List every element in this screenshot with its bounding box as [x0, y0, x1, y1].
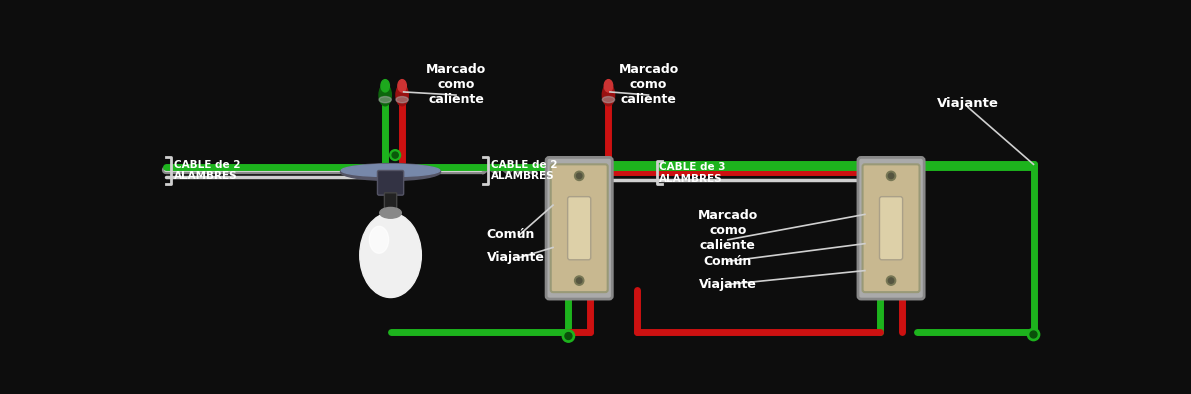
Text: CABLE de 2
ALAMBRES: CABLE de 2 ALAMBRES	[174, 160, 241, 181]
Ellipse shape	[395, 97, 409, 103]
Ellipse shape	[342, 164, 439, 177]
Text: CABLE de 2
ALAMBRES: CABLE de 2 ALAMBRES	[492, 160, 557, 181]
Ellipse shape	[603, 97, 615, 103]
Text: Común: Común	[704, 255, 752, 268]
FancyBboxPatch shape	[550, 164, 607, 292]
Text: Viajante: Viajante	[487, 251, 544, 264]
Circle shape	[562, 330, 574, 342]
Circle shape	[574, 171, 584, 180]
Ellipse shape	[398, 80, 406, 92]
Circle shape	[1030, 331, 1037, 338]
Ellipse shape	[381, 80, 389, 92]
Ellipse shape	[360, 213, 422, 297]
Text: Viajante: Viajante	[699, 278, 756, 291]
Text: Marcado
como
caliente: Marcado como caliente	[618, 63, 679, 106]
Text: Marcado
como
caliente: Marcado como caliente	[426, 63, 486, 106]
Ellipse shape	[380, 207, 401, 218]
Ellipse shape	[604, 80, 612, 92]
Circle shape	[576, 278, 582, 283]
Circle shape	[565, 333, 572, 340]
Ellipse shape	[603, 84, 615, 106]
FancyBboxPatch shape	[385, 193, 397, 211]
Circle shape	[886, 276, 896, 285]
Ellipse shape	[341, 164, 441, 180]
Circle shape	[389, 150, 400, 160]
Circle shape	[574, 276, 584, 285]
Circle shape	[576, 173, 582, 178]
Text: CABLE de 3
ALAMBRES: CABLE de 3 ALAMBRES	[659, 162, 725, 184]
Ellipse shape	[369, 226, 388, 253]
Text: Viajante: Viajante	[937, 97, 999, 110]
FancyBboxPatch shape	[568, 197, 591, 260]
Text: Común: Común	[487, 228, 535, 241]
Ellipse shape	[379, 97, 392, 103]
Text: Marcado
como
caliente: Marcado como caliente	[698, 209, 757, 252]
Circle shape	[886, 171, 896, 180]
FancyBboxPatch shape	[378, 171, 404, 195]
FancyBboxPatch shape	[547, 157, 612, 299]
FancyBboxPatch shape	[858, 157, 924, 299]
FancyBboxPatch shape	[862, 164, 919, 292]
Circle shape	[888, 173, 893, 178]
Ellipse shape	[379, 84, 392, 106]
Circle shape	[392, 152, 398, 158]
Circle shape	[888, 278, 893, 283]
Ellipse shape	[395, 84, 409, 106]
Circle shape	[1028, 328, 1040, 341]
FancyBboxPatch shape	[879, 197, 903, 260]
